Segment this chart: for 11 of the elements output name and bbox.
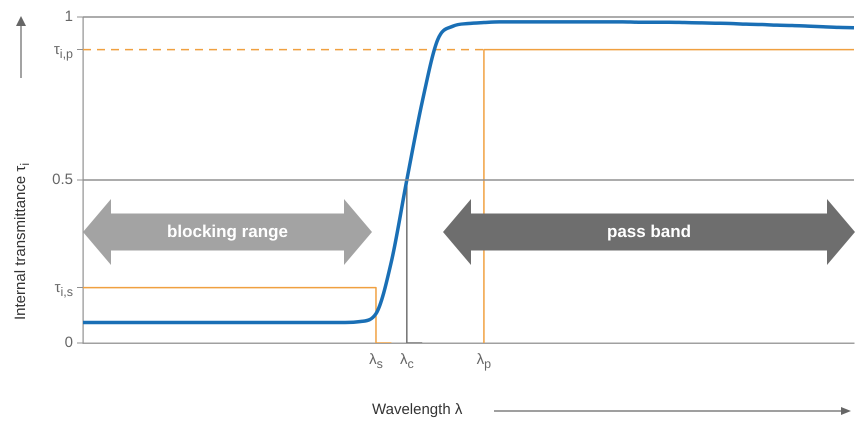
- y-tick-label: 0: [64, 333, 73, 353]
- x-tick-label: λ$_{c}$: [398, 351, 415, 371]
- x-tick-label: λ$_{p}$: [476, 351, 492, 371]
- y-tick-label: 0.5: [52, 170, 73, 190]
- annotation: blocking range: [166, 221, 289, 243]
- x-axis-title: Wavelength λ: [372, 401, 462, 418]
- y-tick-label: 1: [64, 7, 73, 27]
- annotation: pass band: [606, 221, 692, 243]
- y-tick-label: τ$_{i,s}$: [54, 278, 73, 299]
- y-tick-label: τ$_{i,p}$: [54, 40, 73, 61]
- x-tick-label: λ$_{s}$: [368, 351, 384, 371]
